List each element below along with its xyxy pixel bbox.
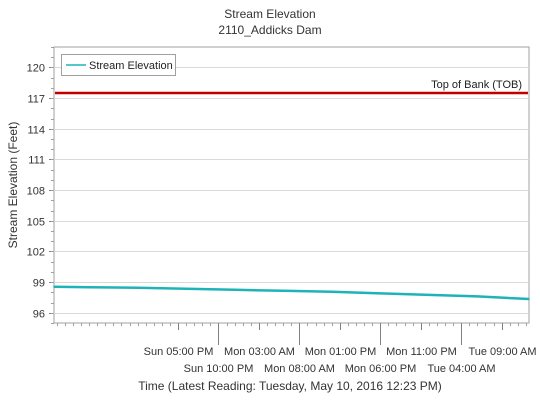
y-tick-label: 117 — [27, 94, 45, 106]
x-tick-label: Tue 04:00 AM — [427, 363, 495, 375]
x-tick-label: Mon 11:00 PM — [386, 346, 457, 358]
data-point — [428, 294, 430, 296]
legend-label: Stream Elevation — [89, 60, 173, 72]
data-point — [233, 289, 236, 291]
data-point — [136, 286, 139, 289]
x-tick-label: Mon 06:00 PM — [345, 363, 417, 375]
y-tick-label: 105 — [27, 217, 45, 229]
data-point — [330, 291, 333, 293]
y-tick-label: 99 — [33, 278, 45, 290]
y-axis-label: Stream Elevation (Feet) — [6, 122, 20, 249]
chart-subtitle: 2110_Addicks Dam — [218, 23, 321, 37]
y-tick-label: 102 — [27, 247, 45, 259]
data-point — [528, 298, 530, 300]
data-point — [282, 290, 285, 292]
x-tick-label: Mon 01:00 PM — [305, 346, 377, 358]
data-point — [379, 292, 382, 295]
data-point — [88, 286, 90, 289]
y-tick-label: 111 — [28, 155, 45, 167]
y-tick-label: 108 — [27, 186, 45, 198]
data-point — [476, 295, 479, 298]
data-point — [53, 285, 55, 288]
chart-title: Stream Elevation — [224, 7, 315, 21]
series-0 — [53, 285, 530, 301]
y-tick-label: 96 — [33, 309, 45, 321]
x-tick-label: Tue 09:00 AM — [468, 346, 536, 358]
x-axis-label: Time (Latest Reading: Tuesday, May 10, 2… — [138, 379, 442, 393]
x-tick-label: Mon 03:00 AM — [224, 346, 295, 358]
y-tick-label: 114 — [27, 125, 45, 137]
x-tick-label: Mon 08:00 AM — [264, 363, 335, 375]
top-of-bank-label: Top of Bank (TOB) — [431, 79, 522, 91]
legend-box — [61, 54, 176, 76]
data-point — [185, 288, 187, 290]
legend: Stream Elevation — [61, 54, 176, 76]
x-tick-label: Sun 10:00 PM — [184, 363, 254, 375]
y-tick-label: 120 — [27, 63, 45, 75]
x-tick-label: Sun 05:00 PM — [144, 346, 214, 358]
